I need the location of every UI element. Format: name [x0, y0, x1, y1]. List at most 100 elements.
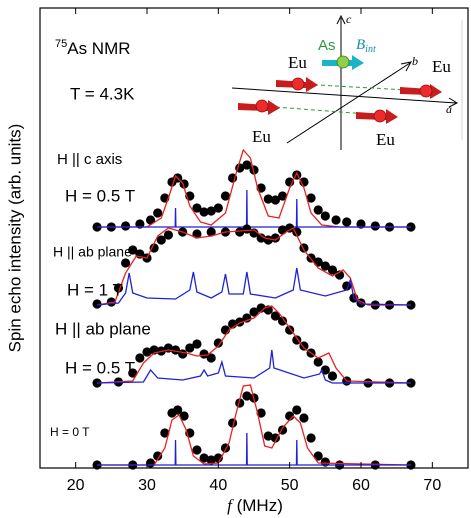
- data-point: [370, 221, 380, 231]
- data-point: [327, 265, 338, 275]
- panel-label: H || c axis: [57, 151, 122, 168]
- series-line: [97, 148, 411, 228]
- plot-area: [92, 148, 416, 470]
- x-tick-label: 70: [423, 477, 441, 494]
- data-point: [192, 445, 202, 455]
- data-point: [92, 460, 102, 470]
- data-point: [277, 191, 288, 201]
- data-point: [306, 433, 316, 443]
- axis-b: [286, 62, 411, 144]
- axis-b-label: b: [412, 54, 418, 68]
- data-point: [249, 307, 259, 317]
- data-point: [320, 211, 330, 221]
- data-point: [256, 408, 266, 418]
- data-point: [270, 311, 280, 321]
- data-point: [270, 195, 280, 205]
- data-point: [320, 457, 330, 467]
- data-point: [170, 345, 181, 355]
- data-point: [135, 353, 145, 363]
- eu-label: Eu: [252, 127, 271, 146]
- data-point: [285, 223, 295, 233]
- data-point: [406, 222, 416, 232]
- series-line: [97, 305, 411, 384]
- series-line: [97, 189, 411, 228]
- as-label: As: [318, 37, 336, 54]
- data-point: [235, 398, 245, 408]
- inset-diagram: Eu Eu Eu Eu As Bint a b c: [231, 12, 463, 150]
- data-point: [199, 207, 209, 217]
- data-point: [92, 299, 102, 309]
- data-point: [153, 451, 163, 461]
- data-point: [292, 405, 302, 415]
- data-point: [270, 233, 280, 243]
- data-point: [299, 413, 309, 423]
- data-point: [92, 378, 102, 388]
- data-point: [92, 222, 102, 232]
- data-point: [121, 221, 131, 231]
- panel-label: H = 0 T: [50, 425, 90, 439]
- data-point: [178, 349, 188, 359]
- data-point: [206, 206, 216, 216]
- x-axis-label: f (MHz): [227, 496, 283, 516]
- data-point: [256, 233, 266, 243]
- data-point: [206, 455, 216, 465]
- data-point: [142, 347, 152, 357]
- data-point: [206, 353, 216, 363]
- x-tick-label: 20: [67, 477, 85, 494]
- data-point: [153, 208, 163, 218]
- axis-c-label: c: [346, 12, 352, 26]
- data-point: [192, 339, 202, 349]
- data-point: [199, 349, 209, 359]
- data-point: [331, 215, 341, 225]
- nucleus-label: As NMR: [67, 39, 130, 58]
- x-tick-label: 60: [352, 477, 370, 494]
- data-point: [356, 219, 366, 229]
- series-line: [97, 267, 411, 306]
- arrow-head: [400, 61, 412, 72]
- data-point: [199, 453, 209, 463]
- data-point: [160, 428, 170, 438]
- data-point: [213, 203, 223, 213]
- data-point: [327, 371, 338, 381]
- x-symbol: f: [227, 496, 234, 515]
- arrow-head: [336, 14, 346, 25]
- data-point: [256, 303, 266, 313]
- data-point: [263, 431, 273, 441]
- data-point: [213, 453, 223, 463]
- series-line: [97, 384, 411, 466]
- data-point: [242, 391, 252, 401]
- plot-frame: [39, 7, 469, 469]
- x-tick-label: 30: [138, 477, 156, 494]
- data-point: [213, 338, 223, 348]
- axis-a-label: a: [446, 102, 452, 116]
- data-point: [313, 357, 323, 367]
- temperature: T = 4.3K: [70, 84, 135, 103]
- data-point: [406, 378, 416, 388]
- y-axis-label: Spin echo intensity (arb. units): [5, 124, 24, 353]
- nucleus-annotation: 75As NMR: [55, 38, 131, 59]
- data-point: [306, 193, 316, 203]
- data-point: [156, 235, 166, 245]
- series-line: [97, 349, 411, 384]
- data-point: [342, 217, 352, 227]
- field-label: Bint: [356, 37, 376, 55]
- data-point: [206, 227, 216, 237]
- data-point: [242, 160, 252, 170]
- data-point: [220, 191, 231, 201]
- panel-label: H || ab plane: [53, 244, 132, 260]
- data-point: [173, 405, 183, 415]
- panel-label: H || ab plane: [55, 319, 151, 338]
- x-tick-label: 40: [209, 477, 227, 494]
- eu-label: Eu: [288, 53, 307, 72]
- data-point: [313, 205, 323, 215]
- axis-a: [231, 87, 457, 104]
- data-point: [406, 460, 416, 470]
- data-point: [128, 245, 138, 255]
- data-point: [249, 165, 259, 175]
- data-point: [149, 243, 159, 253]
- data-point: [192, 229, 202, 239]
- data-point: [145, 215, 156, 225]
- panel-label: H = 0.5 T: [65, 358, 135, 377]
